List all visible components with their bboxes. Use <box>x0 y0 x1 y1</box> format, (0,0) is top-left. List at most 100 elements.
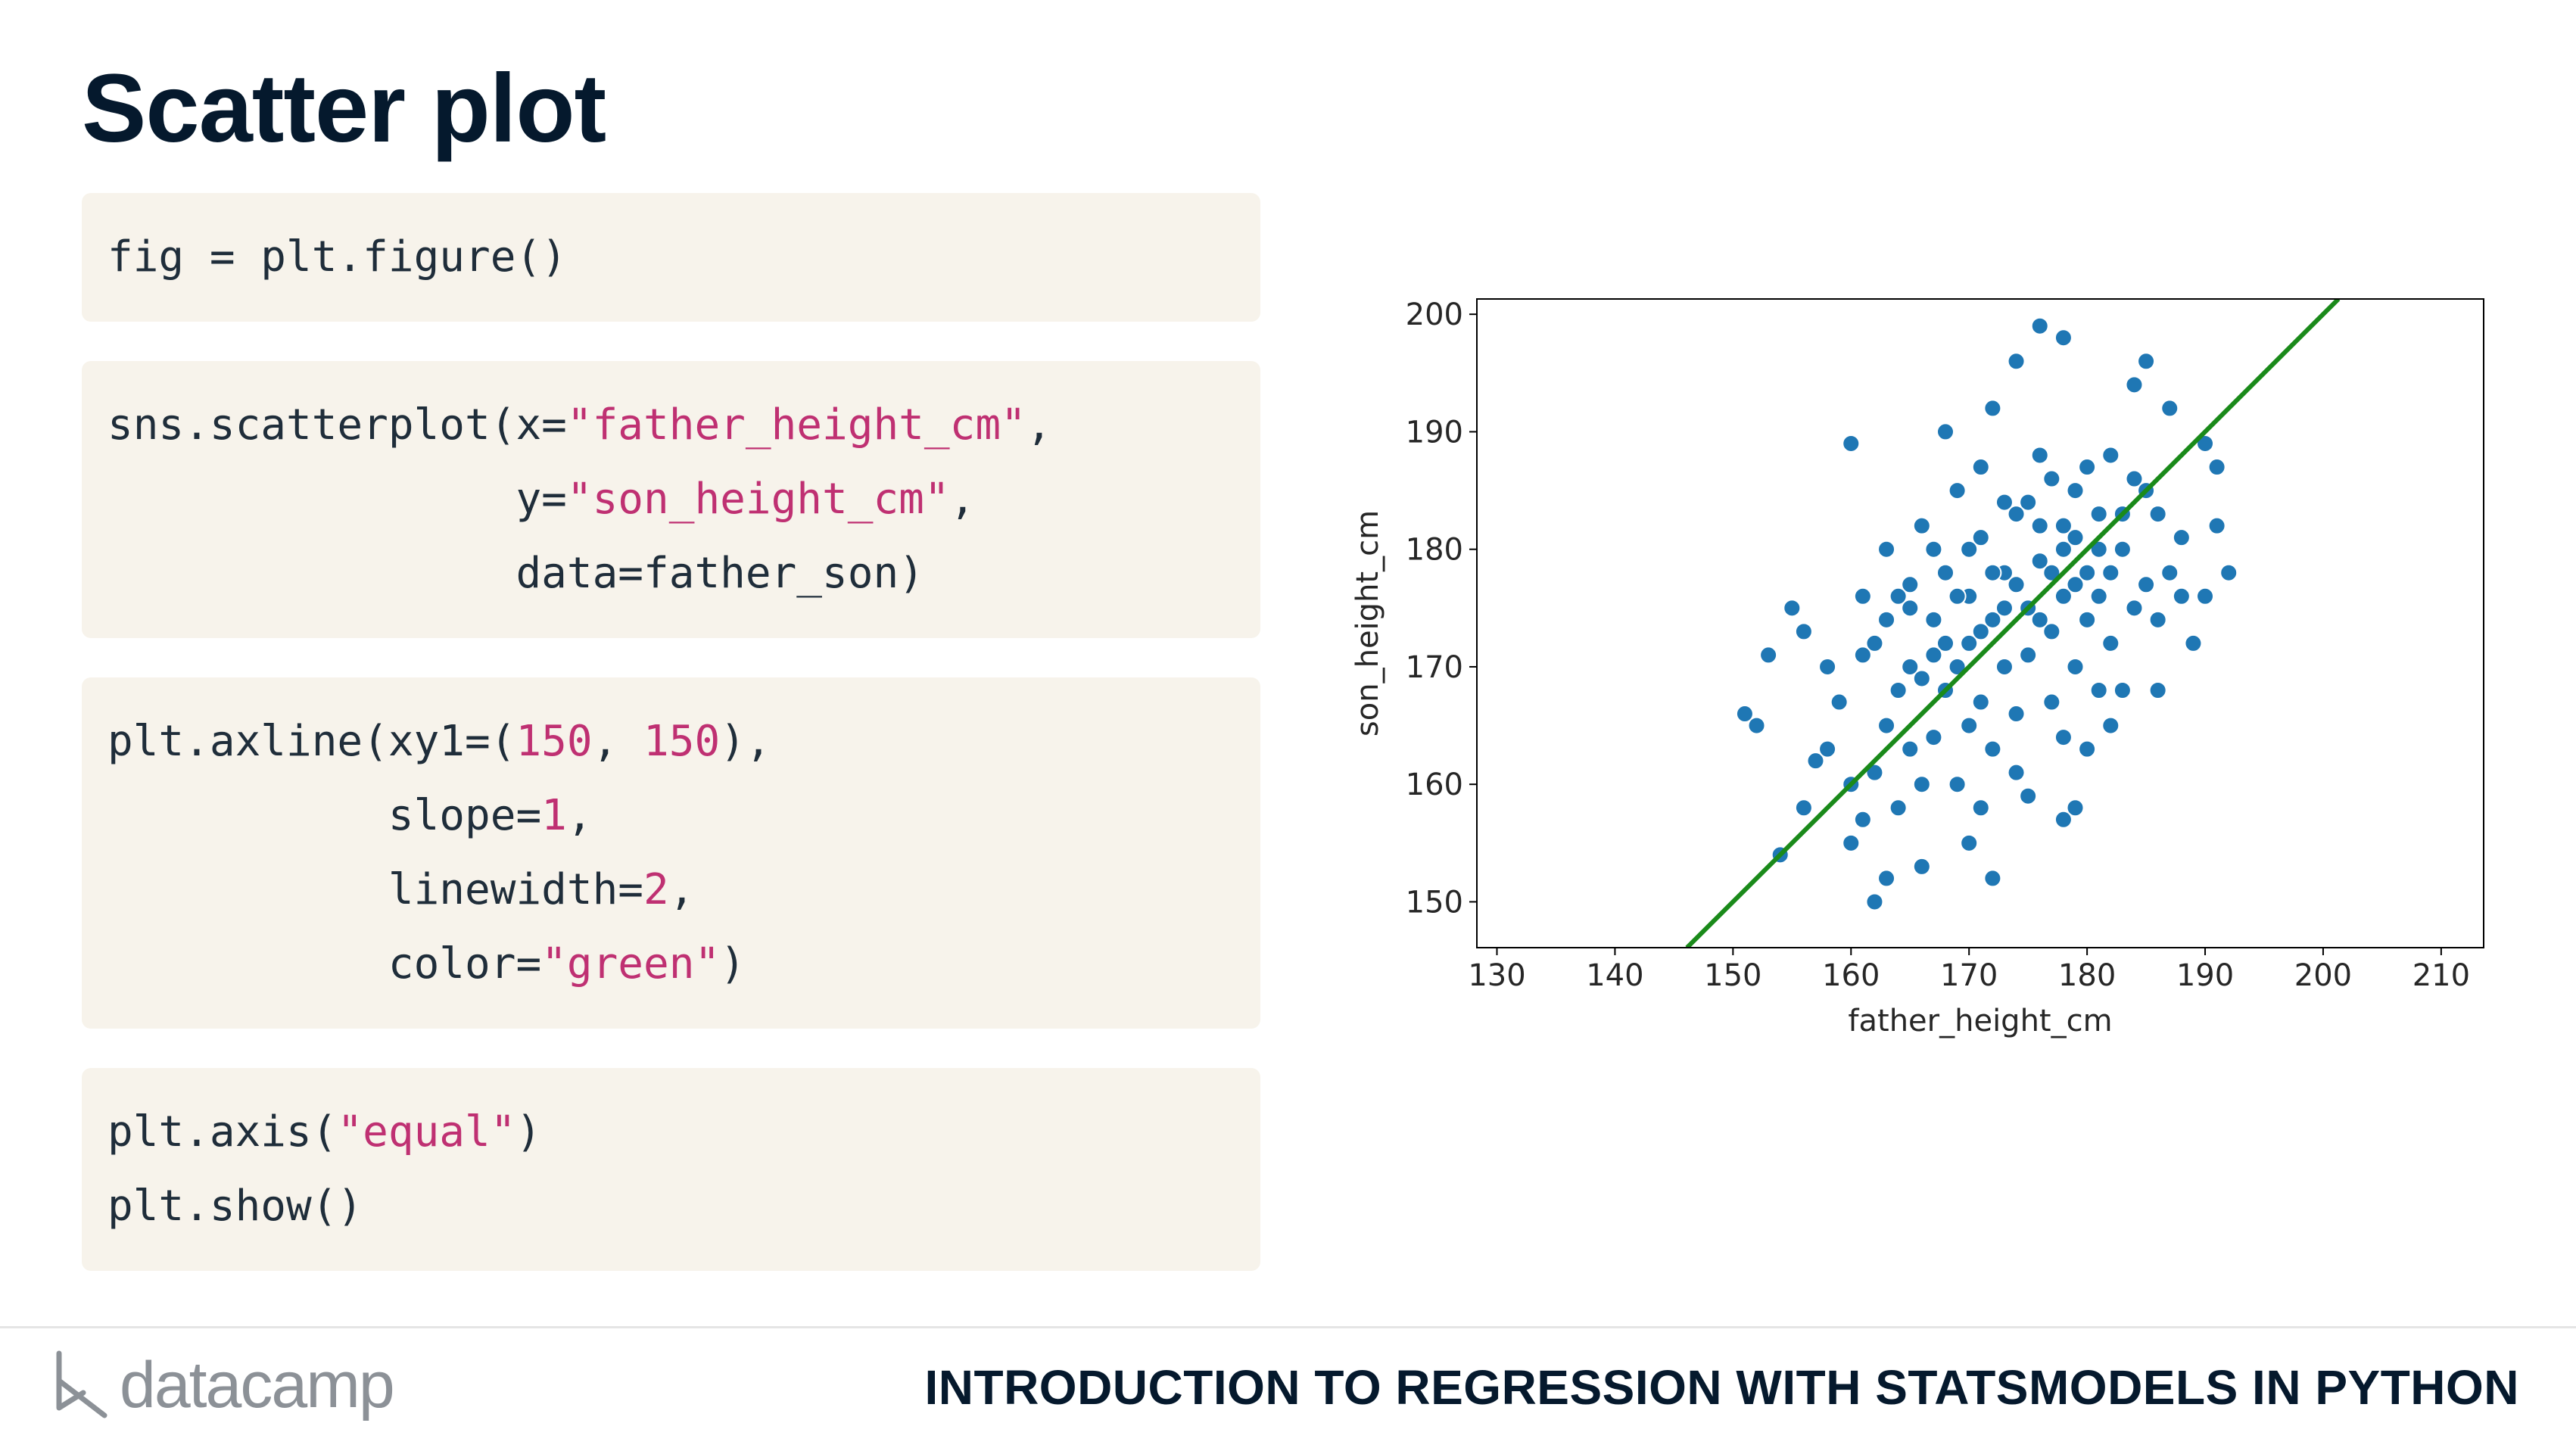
scatter-point <box>1877 610 1896 629</box>
code-token: "father_height_cm" <box>566 400 1026 450</box>
scatter-point <box>2078 610 2097 629</box>
scatter-point <box>1936 634 1955 652</box>
scatter-point <box>2054 728 2073 747</box>
x-tick-label: 200 <box>2294 958 2352 993</box>
scatter-point <box>1794 622 1813 641</box>
scatter-point <box>1924 540 1943 559</box>
scatter-point <box>1853 646 1872 665</box>
scatter-point <box>2113 680 2132 699</box>
scatter-point <box>1912 669 1931 688</box>
scatter-point <box>1747 716 1766 735</box>
code-token: , <box>566 791 593 840</box>
scatter-point <box>1783 599 1802 618</box>
scatter-point <box>2054 516 2073 535</box>
scatter-point <box>2030 610 2049 629</box>
scatter-point <box>1853 810 1872 829</box>
scatter-point <box>1865 763 1884 782</box>
scatter-point <box>1924 646 1943 665</box>
scatter-point <box>1971 693 1990 711</box>
scatter-point <box>1842 833 1861 852</box>
code-token: plt.show() <box>107 1182 363 1231</box>
code-token: ) <box>720 939 746 989</box>
x-axis-label: father_height_cm <box>1848 1004 2112 1038</box>
scatter-point <box>1983 399 2002 418</box>
code-token: , <box>592 717 644 766</box>
scatter-point <box>1901 657 1920 676</box>
code-line: linewidth=2, <box>107 853 1235 927</box>
scatter-point <box>1983 869 2002 888</box>
scatter-point <box>2030 552 2049 571</box>
y-axis-label: son_height_cm <box>1350 510 1385 736</box>
code-line: sns.scatterplot(x="father_height_cm", <box>107 388 1235 462</box>
scatter-point <box>2113 540 2132 559</box>
scatter-point <box>1948 481 1967 500</box>
scatter-point <box>1794 799 1813 817</box>
scatter-point <box>2066 657 2085 676</box>
scatter-point <box>2042 693 2061 711</box>
scatter-point <box>1948 775 1967 794</box>
code-token: color= <box>107 939 542 989</box>
scatter-point <box>2007 575 2026 594</box>
scatter-point <box>1971 528 1990 547</box>
logo-icon <box>56 1350 107 1418</box>
scatter-point <box>1842 434 1861 453</box>
scatter-point <box>1865 892 1884 911</box>
scatter-point <box>2030 516 2049 535</box>
scatter-point <box>2172 587 2191 606</box>
x-tick-label: 160 <box>1822 958 1880 993</box>
y-tick-label: 200 <box>1406 297 1463 332</box>
logo: datacamp <box>53 1347 395 1423</box>
chart: 130 140 150 160 170 180 190 200 210 150 160 170 180 1… <box>1350 297 2484 1038</box>
scatter-point <box>1995 493 2014 512</box>
scatter-point <box>2030 446 2049 465</box>
scatter-point <box>2219 563 2238 582</box>
slide-title: Scatter plot <box>82 54 606 163</box>
scatter-point <box>1877 540 1896 559</box>
scatter-point <box>2030 316 2049 335</box>
code-line: y="son_height_cm", <box>107 462 1235 537</box>
scatter-point <box>1912 857 1931 876</box>
plot-frame <box>1476 298 2484 948</box>
scatter-point <box>1936 563 1955 582</box>
code-token: "son_height_cm" <box>566 475 950 524</box>
scatter-point <box>1759 646 1778 665</box>
scatter-point <box>2089 505 2108 524</box>
scatter-point <box>2160 563 2179 582</box>
code-token: , <box>1026 400 1052 450</box>
code-block: plt.axis("equal") plt.show() <box>82 1068 1260 1271</box>
code-token: , <box>668 865 695 914</box>
scatter-point <box>1830 693 1849 711</box>
scatter-point <box>1889 799 1908 817</box>
footer-rule <box>0 1326 2576 1328</box>
scatter-point <box>1948 587 1967 606</box>
code-line: data=father_son) <box>107 537 1235 611</box>
code-token: 150 <box>643 717 721 766</box>
scatter-point <box>1912 516 1931 535</box>
scatter-point <box>1853 587 1872 606</box>
scatter-point <box>1960 833 1979 852</box>
scatter-point <box>1889 587 1908 606</box>
scatter-point <box>1889 680 1908 699</box>
x-tick-label: 180 <box>2058 958 2116 993</box>
code-token: ), <box>720 717 771 766</box>
code-line: plt.axline(xy1=(150, 150), <box>107 705 1235 779</box>
scatter-point <box>1948 657 1967 676</box>
scatter-point <box>1901 599 1920 618</box>
scatter-point <box>2089 540 2108 559</box>
scatter-point <box>2207 516 2226 535</box>
scatter-point <box>2078 458 2097 477</box>
y-tick-label: 150 <box>1406 885 1463 920</box>
scatter-point <box>1901 575 1920 594</box>
scatter-point <box>1877 869 1896 888</box>
code-line: slope=1, <box>107 779 1235 853</box>
code-block: plt.axline(xy1=(150, 150), slope=1, line… <box>82 677 1260 1029</box>
code-token: 1 <box>541 791 567 840</box>
scatter-point <box>2101 446 2120 465</box>
scatter-point <box>1735 705 1754 724</box>
y-tick-label: 180 <box>1406 533 1463 568</box>
scatter-point <box>1983 610 2002 629</box>
scatter-point <box>2089 680 2108 699</box>
scatter-point <box>2148 505 2167 524</box>
code-token: y= <box>107 475 567 524</box>
